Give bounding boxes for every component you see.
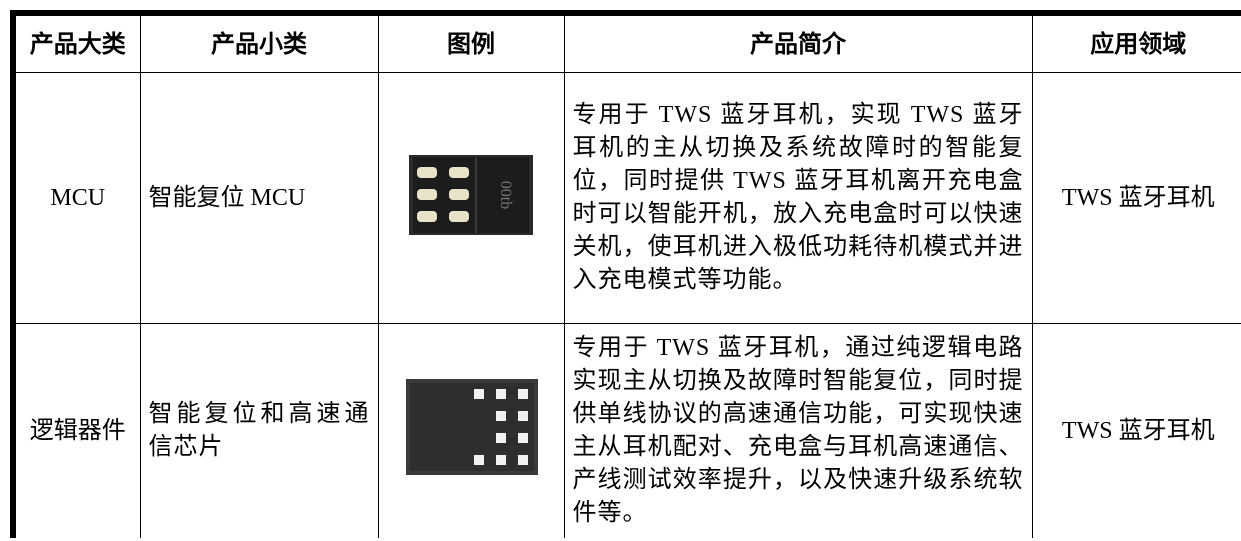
header-cell: 产品简介 [563, 12, 1033, 73]
product-table: 产品大类 产品小类 图例 产品简介 应用领域 MCU 智能复位 MCU 00tb… [10, 10, 1241, 538]
header-cell: 产品大类 [12, 12, 141, 73]
header-cell: 图例 [377, 12, 565, 73]
chip-image: 00tb [409, 155, 533, 235]
svg-text:00tb: 00tb [497, 181, 514, 209]
image-cell: 00tb [377, 72, 565, 324]
subcategory: 智能复位和高速通信芯片 [139, 323, 379, 538]
header-cell: 产品小类 [139, 12, 379, 73]
row: 逻辑器件 智能复位和高速通信芯片 专用于 TWS 蓝牙耳机，通过纯逻辑电路实现主… [12, 323, 1241, 538]
header-cell: 应用领域 [1031, 12, 1241, 73]
description: 专用于 TWS 蓝牙耳机，通过纯逻辑电路实现主从切换及故障时智能复位，同时提供单… [563, 323, 1033, 538]
application: TWS 蓝牙耳机 [1031, 323, 1241, 538]
subcategory: 智能复位 MCU [139, 72, 379, 324]
chip-image [406, 379, 538, 475]
category: MCU [12, 72, 141, 324]
image-cell [377, 323, 565, 538]
category: 逻辑器件 [12, 323, 141, 538]
row: MCU 智能复位 MCU 00tb 专用于 TWS 蓝牙耳机，实现 TWS 蓝牙… [12, 72, 1241, 324]
application: TWS 蓝牙耳机 [1031, 72, 1241, 324]
description: 专用于 TWS 蓝牙耳机，实现 TWS 蓝牙耳机的主从切换及系统故障时的智能复位… [563, 72, 1033, 324]
header-row: 产品大类 产品小类 图例 产品简介 应用领域 [12, 12, 1241, 73]
